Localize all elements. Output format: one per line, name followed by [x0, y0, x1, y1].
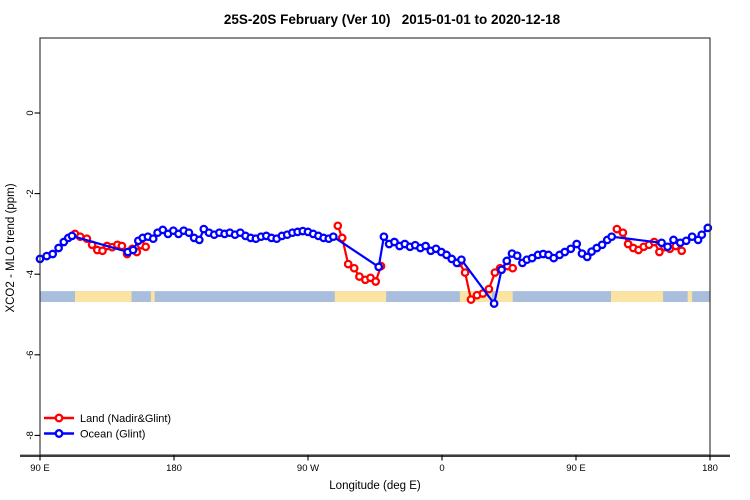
legend-ocean-marker-icon [54, 429, 64, 438]
band-land-segment [74, 291, 132, 303]
data-point [328, 232, 338, 242]
series-ocean [35, 223, 713, 308]
data-point [337, 233, 347, 243]
data-point [572, 239, 582, 249]
y-tick-label: 0 [25, 110, 36, 115]
data-point [374, 262, 384, 272]
data-point [148, 234, 158, 244]
data-point [489, 299, 499, 308]
data-point [349, 263, 359, 273]
legend-land-label: Land (Nadir&Glint) [80, 413, 171, 425]
data-point [184, 228, 194, 238]
data-point [669, 235, 678, 245]
x-tick-label: 180 [166, 463, 182, 474]
data-point [484, 284, 494, 294]
data-point [67, 231, 77, 241]
legend-ocean-label: Ocean (Glint) [80, 429, 145, 441]
chart-title: 25S-20S February (Ver 10) 2015-01-01 to … [224, 12, 561, 27]
data-point [612, 224, 622, 234]
x-tick-label: 0 [439, 463, 444, 474]
data-point [512, 251, 522, 261]
data-point [497, 265, 506, 275]
band-land-segment [687, 291, 693, 303]
legend-land-marker-icon [54, 413, 64, 423]
y-axis-label: XCO2 - MLO trend (ppm) [5, 183, 17, 312]
data-point [117, 241, 127, 251]
y-tick-label: -4 [25, 270, 36, 278]
y-tick-label: -2 [25, 189, 36, 197]
data-point [508, 263, 518, 273]
axes-layer: 90 E 180 90 W 0 90 E 180 0 -2 -4 -6 -8 [20, 37, 730, 474]
x-tick-label: 90 E [30, 463, 50, 474]
latitude-band-layer [40, 291, 710, 303]
data-point [460, 268, 470, 277]
data-point [141, 242, 151, 252]
data-point [48, 249, 58, 259]
data-point [333, 221, 343, 231]
data-point [681, 236, 691, 246]
data-point [677, 246, 687, 256]
data-point [457, 255, 466, 265]
data-point [490, 268, 500, 277]
x-tick-label: 180 [702, 463, 718, 474]
band-land-segment [334, 291, 387, 303]
data-point [502, 256, 512, 266]
data-point [697, 230, 707, 240]
data-point [655, 247, 664, 257]
data-point [663, 242, 672, 252]
data-point [54, 243, 63, 253]
band-land-segment [150, 291, 155, 303]
series-layer [35, 221, 713, 308]
data-point [421, 241, 430, 251]
data-point [618, 228, 628, 238]
band-land-segment [610, 291, 664, 303]
y-tick-label: -6 [25, 351, 36, 359]
legend-entry-ocean: Ocean (Glint) [44, 429, 145, 441]
data-point [657, 238, 666, 248]
data-point [466, 295, 476, 304]
x-tick-label: 90 E [566, 463, 586, 474]
data-point [128, 245, 138, 255]
legend: Land (Nadir&Glint) Ocean (Glint) [44, 413, 171, 441]
data-point [566, 244, 576, 254]
data-point [582, 252, 592, 262]
data-point [194, 235, 204, 245]
band-land-segment [494, 291, 513, 303]
y-tick-label: -8 [25, 431, 36, 439]
data-point [343, 259, 353, 269]
data-point [371, 277, 381, 286]
legend-entry-land: Land (Nadir&Glint) [44, 413, 171, 425]
data-point [379, 232, 389, 242]
data-point [597, 240, 607, 250]
data-point [607, 232, 617, 242]
x-tick-label: 90 W [297, 463, 319, 474]
data-point [703, 223, 713, 233]
x-axis-label: Longitude (deg E) [329, 480, 421, 492]
